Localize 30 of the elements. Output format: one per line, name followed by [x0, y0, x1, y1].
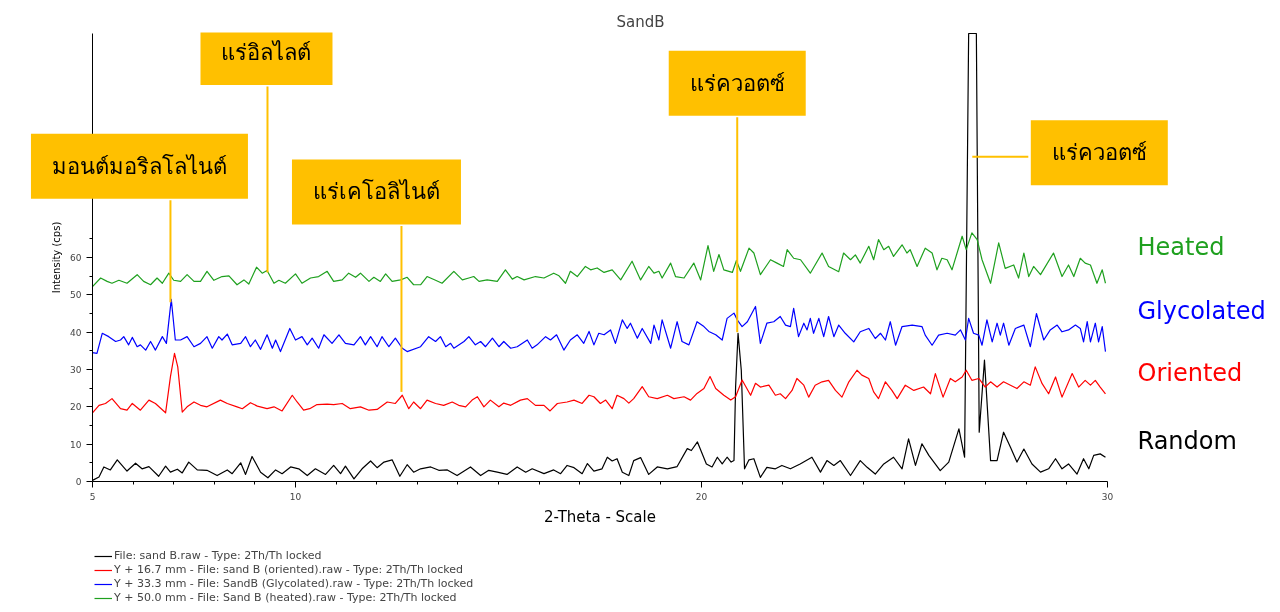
annotation: แร่เคโอลิไนต์ [312, 179, 440, 205]
annotation: แร่ควอตซ์ [689, 70, 785, 96]
y-tick-label: 20 [70, 402, 82, 413]
x-tick-label: 20 [695, 491, 708, 502]
y-axis-title: Intensity (cps) [51, 221, 63, 294]
legend-label: Y + 16.7 mm - File: sand B (oriented).raw - Type: 2Th/Th locked [114, 563, 463, 576]
y-tick-label: 60 [70, 253, 82, 263]
line-series [91, 232, 1107, 288]
x-tick-label: 5 [89, 491, 96, 502]
x-tick-label: 10 [289, 491, 302, 502]
legend-label: Y + 50.0 mm - File: Sand B (heated).raw - Type: 2Th/Th locked [114, 591, 457, 604]
y-tick-label: 0 [75, 477, 82, 487]
annotation: แร่อิลไลต์ [221, 39, 312, 65]
x-axis-title: 2-Theta - Scale [544, 507, 656, 526]
y-tick-label: 30 [70, 365, 82, 375]
legend-label: Y + 33.3 mm - File: SandB (Glycolated).raw - Type: 2Th/Th locked [114, 577, 474, 590]
line-series [91, 352, 1107, 414]
chart-title: SandB [616, 12, 665, 31]
text: Oriented [1137, 358, 1243, 387]
text: Glycolated [1137, 296, 1266, 325]
legend-label: File: sand B.raw - Type: 2Th/Th locked [114, 549, 322, 562]
line-series [91, 298, 1107, 355]
text: Heated [1137, 233, 1225, 262]
x-tick-label: 30 [1101, 491, 1114, 502]
y-tick-label: 40 [70, 327, 82, 338]
annotation: แร่ควอตซ์ [1051, 140, 1147, 166]
y-tick-label: 50 [70, 290, 82, 301]
y-tick-label: 10 [70, 439, 82, 450]
annotation: มอนต์มอริลโลไนต์ [51, 153, 227, 179]
text: Random [1137, 426, 1237, 455]
